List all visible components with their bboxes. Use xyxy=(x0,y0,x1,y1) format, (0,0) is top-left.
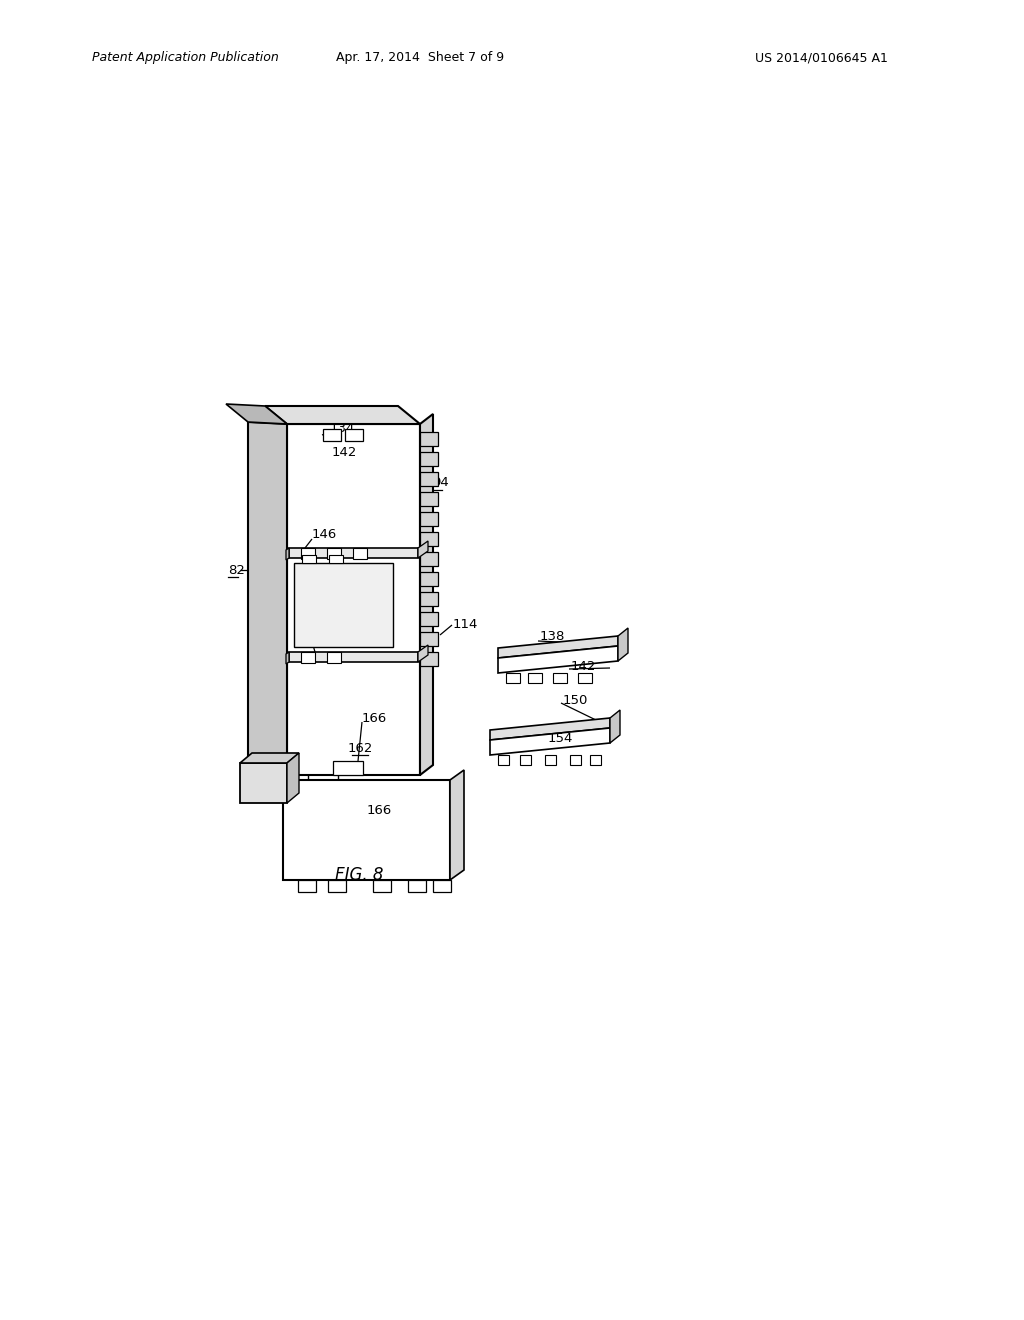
Polygon shape xyxy=(498,755,509,766)
Text: Patent Application Publication: Patent Application Publication xyxy=(92,51,279,65)
Polygon shape xyxy=(498,636,618,657)
Polygon shape xyxy=(420,572,438,586)
Polygon shape xyxy=(265,407,420,424)
Polygon shape xyxy=(450,770,464,880)
Polygon shape xyxy=(490,718,610,741)
Polygon shape xyxy=(353,548,367,558)
Polygon shape xyxy=(345,429,362,441)
Polygon shape xyxy=(420,512,438,525)
Polygon shape xyxy=(294,564,393,647)
Polygon shape xyxy=(240,752,299,763)
Text: 142: 142 xyxy=(571,660,596,672)
Text: 82: 82 xyxy=(228,564,245,577)
Polygon shape xyxy=(420,591,438,606)
Polygon shape xyxy=(328,880,346,892)
Polygon shape xyxy=(590,755,601,766)
Text: FIG. 8: FIG. 8 xyxy=(335,866,384,884)
Polygon shape xyxy=(498,645,618,673)
Text: 166: 166 xyxy=(362,713,387,726)
Polygon shape xyxy=(420,432,438,446)
Text: 154: 154 xyxy=(548,731,573,744)
Polygon shape xyxy=(420,632,438,645)
Polygon shape xyxy=(248,422,287,775)
Polygon shape xyxy=(418,645,428,663)
Text: 146: 146 xyxy=(312,528,337,541)
Polygon shape xyxy=(420,532,438,546)
Polygon shape xyxy=(287,752,299,803)
Polygon shape xyxy=(418,541,428,558)
Polygon shape xyxy=(545,755,556,766)
Polygon shape xyxy=(373,880,391,892)
Polygon shape xyxy=(506,673,520,682)
Polygon shape xyxy=(286,548,289,560)
Text: 138: 138 xyxy=(540,631,565,644)
Polygon shape xyxy=(420,492,438,506)
Text: 114: 114 xyxy=(453,619,478,631)
Text: 134: 134 xyxy=(330,421,355,434)
Polygon shape xyxy=(301,548,315,558)
Text: 166: 166 xyxy=(367,804,392,817)
Polygon shape xyxy=(287,424,420,775)
Polygon shape xyxy=(570,755,581,766)
Text: 154: 154 xyxy=(348,573,374,586)
Text: 142: 142 xyxy=(332,446,357,459)
Text: Apr. 17, 2014  Sheet 7 of 9: Apr. 17, 2014 Sheet 7 of 9 xyxy=(336,51,504,65)
Polygon shape xyxy=(286,652,289,664)
Polygon shape xyxy=(327,652,341,663)
Polygon shape xyxy=(553,673,567,682)
Polygon shape xyxy=(618,628,628,661)
Polygon shape xyxy=(420,451,438,466)
Polygon shape xyxy=(327,548,341,558)
Polygon shape xyxy=(490,729,610,755)
Polygon shape xyxy=(420,414,433,775)
Polygon shape xyxy=(333,762,362,775)
Polygon shape xyxy=(420,552,438,566)
Polygon shape xyxy=(420,473,438,486)
Text: 162: 162 xyxy=(347,742,373,755)
Polygon shape xyxy=(240,763,287,803)
Polygon shape xyxy=(301,652,315,663)
Polygon shape xyxy=(226,404,287,424)
Polygon shape xyxy=(283,780,450,880)
Polygon shape xyxy=(420,612,438,626)
Text: 158: 158 xyxy=(307,614,333,627)
Polygon shape xyxy=(302,554,316,564)
Polygon shape xyxy=(289,652,418,663)
Text: 150: 150 xyxy=(563,693,589,706)
Polygon shape xyxy=(408,880,426,892)
Polygon shape xyxy=(323,429,341,441)
Polygon shape xyxy=(578,673,592,682)
Polygon shape xyxy=(520,755,531,766)
Text: 94: 94 xyxy=(432,477,449,490)
Polygon shape xyxy=(420,652,438,667)
Polygon shape xyxy=(528,673,542,682)
Text: US 2014/0106645 A1: US 2014/0106645 A1 xyxy=(755,51,888,65)
Polygon shape xyxy=(289,548,418,558)
Polygon shape xyxy=(610,710,620,743)
Polygon shape xyxy=(433,880,451,892)
Polygon shape xyxy=(329,554,343,564)
Polygon shape xyxy=(298,880,316,892)
FancyArrowPatch shape xyxy=(340,814,370,878)
